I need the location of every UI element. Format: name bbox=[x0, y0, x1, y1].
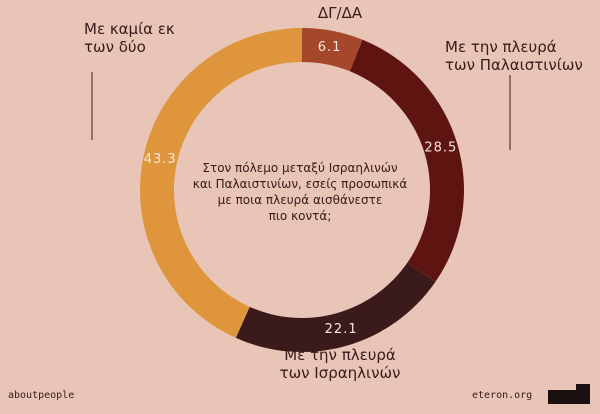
logo bbox=[576, 384, 590, 404]
donut-segment bbox=[235, 262, 436, 353]
source-right: eteron.org bbox=[472, 390, 533, 401]
category-label: Με καμία εκ των δύο bbox=[84, 20, 175, 56]
logo bbox=[548, 390, 576, 404]
source-left: aboutpeople bbox=[8, 390, 75, 401]
donut-segment bbox=[302, 28, 363, 72]
category-label: Με την πλευρά των Παλαιστινίων bbox=[445, 38, 583, 74]
donut-segment bbox=[139, 28, 302, 338]
value-label: 28.5 bbox=[424, 141, 457, 156]
value-label: 22.1 bbox=[325, 322, 358, 337]
donut-segment bbox=[349, 39, 465, 282]
category-label: ΔΓ/ΔΑ bbox=[317, 4, 363, 22]
category-label: Με την πλευρά των Ισραηλινών bbox=[279, 346, 401, 382]
value-label: 43.3 bbox=[144, 152, 177, 167]
chart-title: Στον πόλεμο μεταξύ Ισραηλινών και Παλαισ… bbox=[192, 161, 408, 223]
value-label: 6.1 bbox=[318, 40, 342, 55]
